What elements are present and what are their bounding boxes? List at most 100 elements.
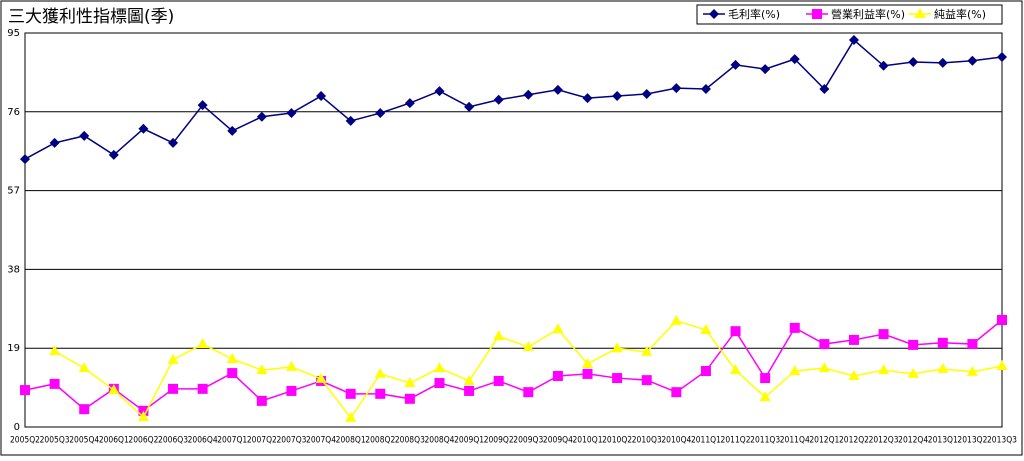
legend-box <box>696 4 1003 25</box>
marker <box>168 383 179 394</box>
marker <box>641 375 652 386</box>
marker <box>464 101 475 112</box>
x-tick-label: 2007Q2 <box>247 436 277 446</box>
marker <box>227 125 238 136</box>
marker <box>848 369 860 380</box>
marker <box>464 385 475 396</box>
marker <box>286 108 297 119</box>
y-tick-label: 19 <box>7 343 20 354</box>
marker <box>197 100 208 111</box>
x-tick-label: 2009Q1 <box>454 436 484 446</box>
marker <box>612 91 623 102</box>
x-tick-label: 2013Q3 <box>987 436 1017 446</box>
marker <box>227 368 238 379</box>
marker <box>967 339 978 350</box>
x-tick-label: 2012Q2 <box>839 436 869 446</box>
marker <box>641 345 653 356</box>
legend-label: 營業利益率(%) <box>831 7 905 21</box>
marker <box>848 334 859 345</box>
marker <box>819 339 830 350</box>
marker <box>937 57 948 68</box>
marker <box>967 55 978 66</box>
marker <box>760 373 771 384</box>
x-tick-label: 2006Q1 <box>99 436 129 446</box>
marker <box>937 337 948 348</box>
x-tick-label: 2013Q2 <box>957 436 987 446</box>
x-tick-label: 2012Q1 <box>809 436 839 446</box>
marker <box>286 385 297 396</box>
marker <box>730 326 741 337</box>
x-tick-label: 2008Q1 <box>336 436 366 446</box>
x-tick-label: 2008Q2 <box>365 436 395 446</box>
marker <box>404 393 415 404</box>
x-tick-label: 2005Q4 <box>69 436 99 446</box>
marker <box>730 59 741 70</box>
marker <box>966 365 978 376</box>
marker <box>20 154 30 165</box>
x-tick-label: 2006Q2 <box>128 436 158 446</box>
marker <box>818 362 830 373</box>
marker <box>700 366 711 377</box>
marker <box>671 83 682 94</box>
marker <box>908 57 919 68</box>
marker <box>789 365 801 376</box>
x-tick-label: 2006Q3 <box>158 436 188 446</box>
marker <box>914 8 926 18</box>
marker <box>345 115 356 126</box>
marker <box>168 137 179 148</box>
marker <box>433 362 445 373</box>
marker <box>937 362 949 373</box>
x-tick-label: 2008Q4 <box>424 436 454 446</box>
marker <box>641 88 652 99</box>
x-tick-label: 2011Q3 <box>750 436 780 446</box>
x-tick-label: 2008Q3 <box>395 436 425 446</box>
marker <box>789 322 800 333</box>
marker <box>552 323 564 334</box>
marker <box>197 383 208 394</box>
marker <box>997 52 1007 63</box>
marker <box>79 130 90 141</box>
marker <box>700 83 711 94</box>
marker <box>315 372 327 383</box>
marker <box>522 340 534 351</box>
x-tick-label: 2009Q4 <box>543 436 573 446</box>
y-tick-label: 76 <box>7 107 20 118</box>
marker <box>256 111 267 122</box>
marker <box>434 378 445 389</box>
marker <box>582 368 593 379</box>
marker <box>878 364 890 375</box>
x-tick-label: 2009Q3 <box>513 436 543 446</box>
x-tick-label: 2007Q3 <box>276 436 306 446</box>
x-tick-label: 2010Q2 <box>602 436 632 446</box>
x-tick-label: 2011Q1 <box>691 436 721 446</box>
x-tick-label: 2009Q2 <box>484 436 514 446</box>
marker <box>375 388 386 399</box>
marker <box>49 378 60 389</box>
marker <box>434 86 445 97</box>
marker <box>819 83 830 94</box>
marker <box>996 360 1008 371</box>
marker <box>137 411 149 422</box>
marker <box>404 377 416 388</box>
legend-label: 毛利率(%) <box>728 7 780 21</box>
marker <box>493 375 504 386</box>
marker <box>256 395 267 406</box>
marker <box>404 98 415 109</box>
x-tick-label: 2011Q4 <box>780 436 810 446</box>
plot-area <box>24 32 1003 428</box>
marker <box>345 388 356 399</box>
marker <box>523 89 534 100</box>
marker <box>285 360 297 371</box>
marker <box>812 9 822 19</box>
marker <box>78 362 90 373</box>
marker <box>611 342 623 353</box>
marker <box>493 94 504 105</box>
y-tick-label: 57 <box>7 186 20 197</box>
marker <box>730 364 742 375</box>
marker <box>700 323 712 334</box>
x-tick-label: 2011Q2 <box>721 436 751 446</box>
marker <box>108 384 120 395</box>
marker <box>671 387 682 398</box>
marker <box>138 123 149 134</box>
marker <box>375 108 386 119</box>
